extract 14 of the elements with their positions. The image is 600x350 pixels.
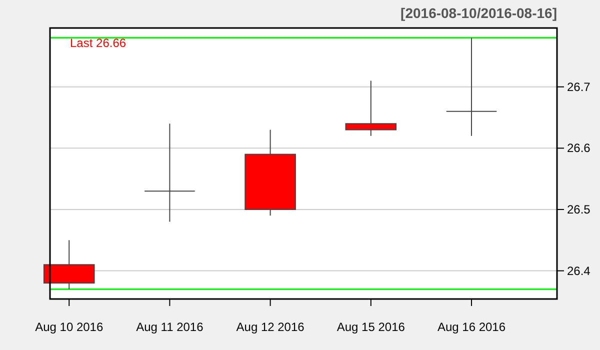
y-tick-label: 26.6 [567,141,591,156]
chart-title: [2016-08-10/2016-08-16] [400,5,557,21]
y-tick-label: 26.4 [567,264,591,278]
y-tick-label: 26.5 [567,202,591,216]
x-tick-label: Aug 15 2016 [336,320,406,334]
x-tick-label: Aug 16 2016 [437,320,506,334]
annotation: Last 26.66 [70,36,126,50]
x-tick-label: Aug 12 2016 [236,320,305,334]
candlestick [144,123,196,222]
x-tick-label: Aug 11 2016 [136,320,204,334]
x-tick-label: Aug 10 2016 [35,320,104,334]
candlestick [446,37,498,136]
candlestick [345,80,397,136]
y-tick-label: 26.7 [567,80,591,94]
